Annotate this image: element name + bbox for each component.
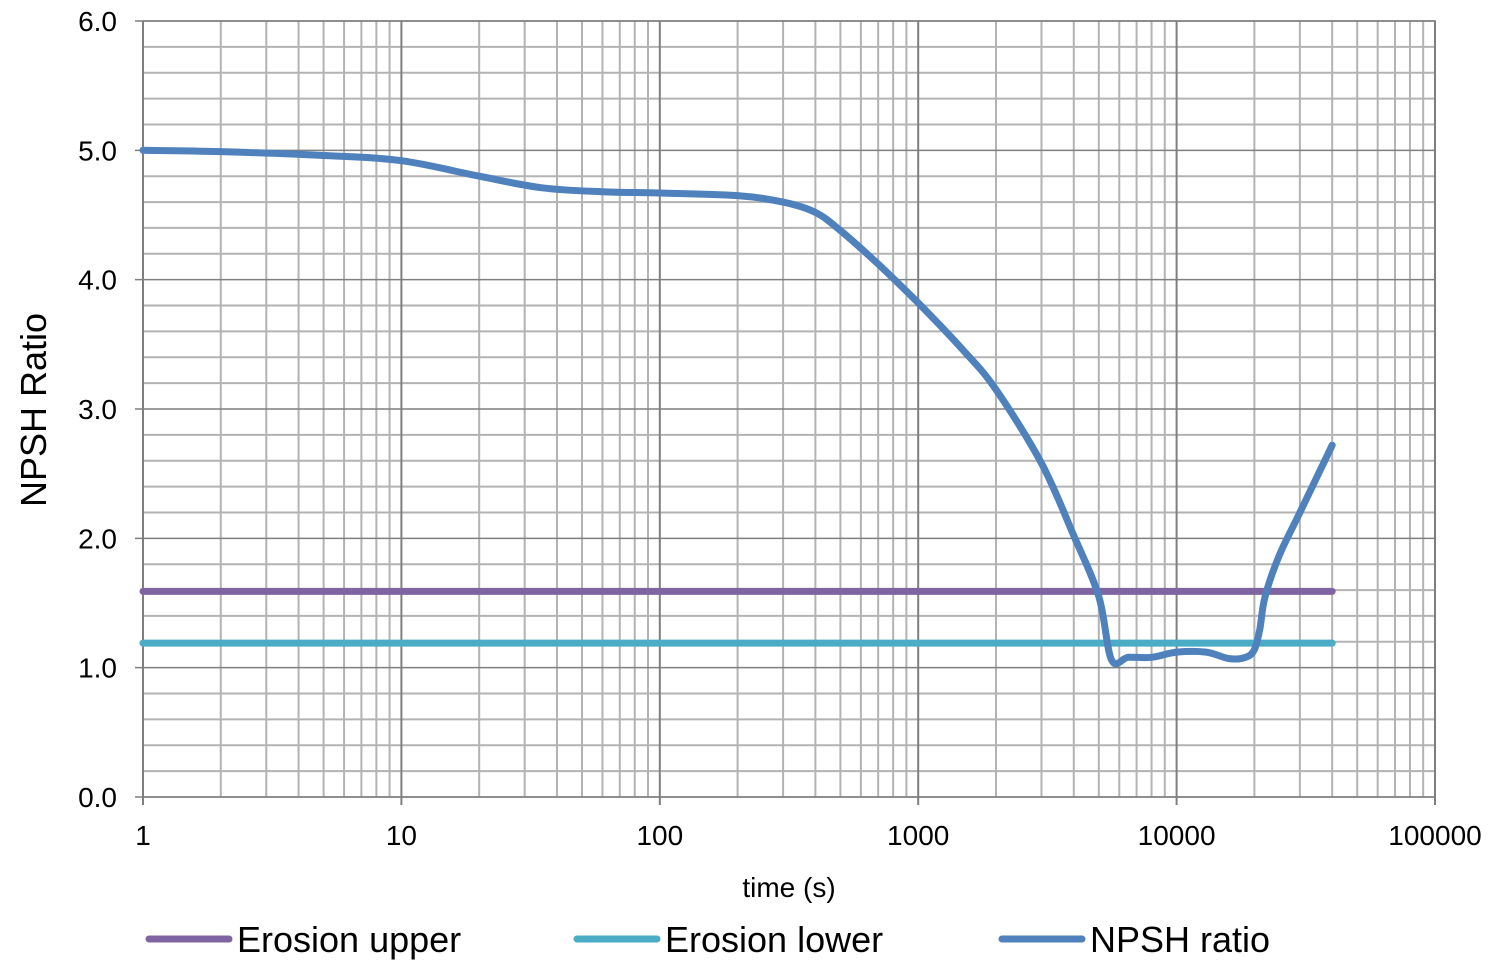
- y-tick-label: 1.0: [78, 653, 117, 684]
- major-gridlines: [135, 20, 1436, 805]
- legend-label-erosion-upper: Erosion upper: [237, 919, 461, 960]
- legend-label-erosion-lower: Erosion lower: [665, 919, 883, 960]
- x-tick-label: 10: [386, 820, 417, 851]
- plot-area-border: [142, 20, 1436, 798]
- series-lines: [139, 146, 1336, 668]
- legend: Erosion upper Erosion lower NPSH ratio: [145, 919, 1270, 960]
- legend-label-npsh-ratio: NPSH ratio: [1090, 919, 1270, 960]
- y-tick-label: 6.0: [78, 6, 117, 37]
- y-tick-label: 0.0: [78, 782, 117, 813]
- x-axis-ticks: 1 10 100 1000 10000 100000: [135, 820, 1482, 851]
- x-tick-label: 1000: [887, 820, 949, 851]
- x-tick-label: 10000: [1138, 820, 1216, 851]
- y-tick-label: 3.0: [78, 394, 117, 425]
- y-tick-label: 4.0: [78, 265, 117, 296]
- x-tick-label: 1: [135, 820, 151, 851]
- x-tick-label: 100000: [1388, 820, 1481, 851]
- x-tick-label: 100: [636, 820, 683, 851]
- series-line-npsh-ratio: [139, 146, 1336, 668]
- x-axis-title: time (s): [742, 872, 835, 903]
- y-axis-title: NPSH Ratio: [13, 313, 54, 507]
- y-axis-ticks: 0.0 1.0 2.0 3.0 4.0 5.0 6.0: [78, 6, 117, 813]
- y-tick-label: 5.0: [78, 135, 117, 166]
- y-tick-label: 2.0: [78, 523, 117, 554]
